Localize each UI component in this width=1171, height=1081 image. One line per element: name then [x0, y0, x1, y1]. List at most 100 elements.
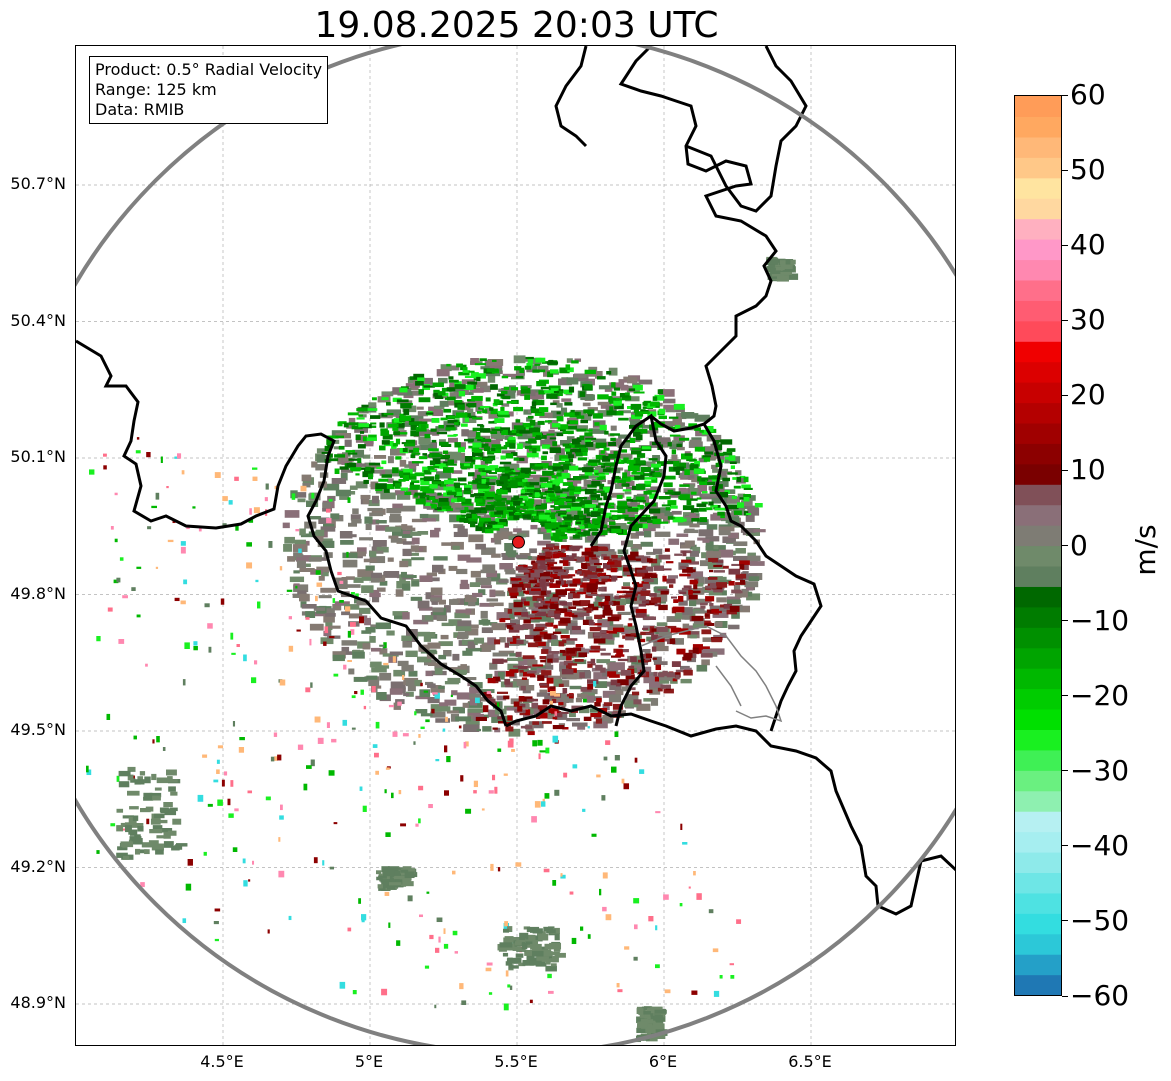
colorbar-bin [1015, 606, 1061, 628]
radar-map-plot[interactable] [75, 45, 956, 1046]
colorbar-tick-mark [1062, 169, 1068, 171]
colorbar-tick-label: −30 [1070, 753, 1130, 787]
radar-site-marker[interactable] [511, 535, 525, 549]
colorbar-bin [1015, 463, 1061, 485]
colorbar-bin [1015, 913, 1061, 935]
colorbar-bin [1015, 525, 1061, 547]
border-nl [554, 46, 588, 148]
colorbar-tick-mark [1062, 244, 1068, 246]
colorbar-tick-mark [1062, 920, 1068, 922]
colorbar-bin [1015, 688, 1061, 710]
colorbar-bin [1015, 382, 1061, 404]
colorbar-bin [1015, 157, 1061, 179]
colorbar-bin [1015, 749, 1061, 771]
colorbar-bin [1015, 239, 1061, 261]
colorbar-bin [1015, 198, 1061, 220]
colorbar-bin [1015, 933, 1061, 955]
lat-tick-label: 50.4°N [10, 310, 66, 330]
border-de-east [702, 423, 823, 732]
lon-tick-label: 4.5°E [200, 1052, 244, 1071]
colorbar-bin [1015, 484, 1061, 506]
lat-tick-label: 49.8°N [10, 583, 66, 603]
border-be-de [589, 413, 668, 727]
country-borders [76, 46, 955, 916]
info-product: Product: 0.5° Radial Velocity [95, 60, 323, 79]
border-fr-south [505, 704, 955, 916]
colorbar-bin [1015, 504, 1061, 526]
product-info-box: Product: 0.5° Radial Velocity Range: 125… [89, 56, 329, 124]
info-range: Range: 125 km [95, 80, 217, 99]
colorbar-tick-label: 20 [1070, 378, 1106, 412]
colorbar-bin [1015, 177, 1061, 199]
lat-tick-label: 48.9°N [10, 993, 66, 1012]
colorbar-bin [1015, 422, 1061, 444]
lon-tick-label: 5°E [354, 1052, 384, 1071]
colorbar-bin [1015, 872, 1061, 894]
colorbar-tick-label: −10 [1070, 603, 1130, 637]
lon-tick-label: 6°E [648, 1052, 678, 1071]
colorbar-bin [1015, 320, 1061, 342]
colorbar-bin [1015, 96, 1061, 118]
lon-tick-label: 6.5°E [788, 1052, 832, 1071]
map-title: 19.08.2025 20:03 UTC [314, 5, 719, 46]
colorbar [1014, 95, 1062, 996]
colorbar-bin [1015, 627, 1061, 649]
colorbar-bin [1015, 586, 1061, 608]
colorbar-bin [1015, 811, 1061, 833]
colorbar-bin [1015, 300, 1061, 322]
radar-map-canvas [76, 46, 955, 1045]
colorbar-bin [1015, 954, 1061, 976]
lon-tick-label: 5.5°E [494, 1052, 538, 1071]
colorbar-tick-label: 0 [1070, 528, 1088, 562]
colorbar-bin [1015, 729, 1061, 751]
colorbar-bin [1015, 443, 1061, 465]
colorbar-tick-label: 10 [1070, 453, 1106, 487]
lat-tick-label: 50.7°N [10, 174, 66, 193]
colorbar-bin [1015, 892, 1061, 914]
border-lu-de [618, 46, 778, 433]
colorbar-tick-label: 40 [1070, 228, 1106, 262]
colorbar-tick-label: 30 [1070, 303, 1106, 337]
lat-tick-label: 49.5°N [10, 720, 66, 739]
velocity-echoes [86, 256, 799, 1043]
colorbar-tick-label: −50 [1070, 903, 1130, 937]
colorbar-tick-label: 50 [1070, 153, 1106, 187]
colorbar-tick-mark [1062, 545, 1068, 546]
colorbar-tick-mark [1062, 319, 1068, 321]
colorbar-bin [1015, 668, 1061, 690]
border-lu-cantons [640, 625, 783, 723]
colorbar-tick-mark [1062, 695, 1068, 697]
colorbar-bin [1015, 361, 1061, 383]
gridlines [76, 46, 955, 1045]
colorbar-tick-mark [1062, 469, 1068, 471]
colorbar-bin [1015, 136, 1061, 158]
colorbar-tick-label: −20 [1070, 678, 1130, 712]
colorbar-bin [1015, 790, 1061, 812]
colorbar-bin [1015, 341, 1061, 363]
info-data: Data: RMIB [95, 100, 185, 119]
colorbar-tick-mark [1062, 394, 1068, 396]
colorbar-bin [1015, 770, 1061, 792]
lat-tick-label: 49.2°N [10, 856, 66, 876]
colorbar-tick-mark [1062, 845, 1068, 847]
colorbar-tick-mark [1062, 94, 1068, 96]
colorbar-bin [1015, 545, 1061, 567]
colorbar-bin [1015, 259, 1061, 281]
colorbar-tick-label: 60 [1070, 78, 1106, 111]
colorbar-bin [1015, 974, 1061, 995]
colorbar-tick-mark [1062, 770, 1068, 772]
colorbar-tick-label: −60 [1070, 979, 1130, 1012]
colorbar-bin [1015, 831, 1061, 853]
border-be-fr [76, 339, 508, 727]
colorbar-bin [1015, 565, 1061, 587]
colorbar-bin [1015, 402, 1061, 424]
border-de-northeast [685, 46, 808, 213]
colorbar-bin [1015, 708, 1061, 730]
colorbar-bin [1015, 851, 1061, 874]
colorbar-tick-label: −40 [1070, 828, 1130, 862]
colorbar-gradient [1015, 96, 1061, 995]
colorbar-tick-mark [1062, 995, 1068, 997]
colorbar-bin [1015, 279, 1061, 301]
colorbar-bin [1015, 116, 1061, 138]
lat-tick-label: 50.1°N [10, 447, 66, 466]
